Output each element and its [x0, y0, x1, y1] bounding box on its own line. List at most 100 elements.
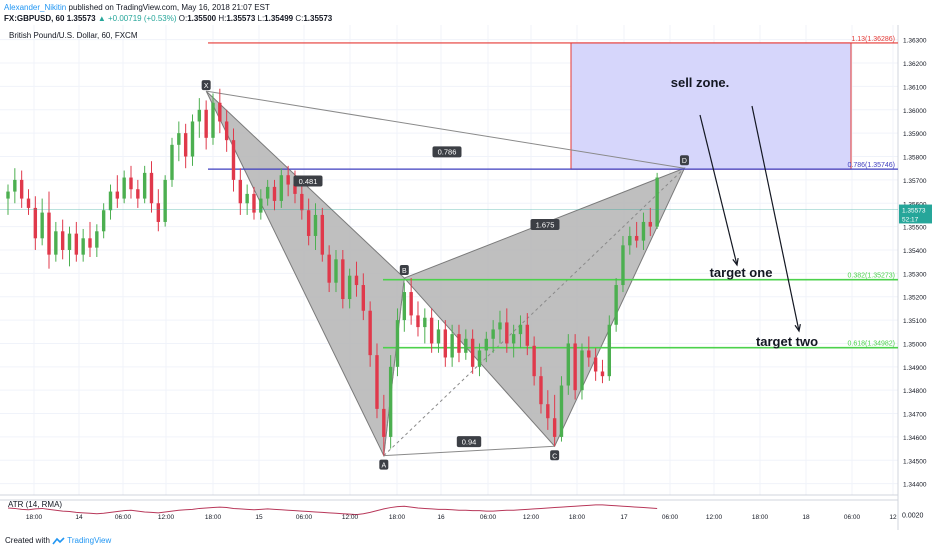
candle-body — [88, 238, 92, 248]
candle-body — [129, 177, 133, 190]
instrument-title: British Pound/U.S. Dollar, 60, FXCM — [9, 31, 138, 40]
candle-body — [457, 334, 461, 353]
ohlc-open-label: O: — [178, 14, 188, 23]
candle-body — [26, 198, 31, 208]
price-tick-label: 1.35500 — [903, 225, 927, 232]
candle-body — [81, 238, 85, 255]
price-chart-svg[interactable]: 1.13(1.36286) 0.786(1.35746) 0.382(1.35273… — [0, 25, 932, 530]
candle-body — [190, 121, 195, 157]
candle-body — [491, 329, 495, 339]
time-tick-label: 06:00 — [844, 514, 861, 521]
price-tick-label: 1.36100 — [903, 84, 927, 91]
arrow-to-target-two — [751, 105, 800, 332]
price-axis[interactable]: 1.36300 1.36200 1.36100 1.36000 1.35900 1.358… — [899, 38, 932, 489]
candle-body — [655, 177, 659, 227]
candle-body — [347, 275, 352, 300]
candle-body — [402, 292, 407, 321]
time-tick-label: 15 — [255, 514, 263, 521]
pattern-point-d: D — [682, 158, 687, 165]
candle-body — [170, 144, 174, 180]
chart-area[interactable]: 1.13(1.36286) 0.786(1.35746) 0.382(1.35273… — [0, 25, 932, 530]
time-tick-label: 18:00 — [752, 514, 769, 521]
candle-body — [539, 376, 543, 405]
time-tick-label: 14 — [75, 514, 83, 521]
time-tick-label: 06:00 — [662, 514, 679, 521]
time-tick-label: 12:00 — [706, 514, 723, 521]
candle-body — [231, 140, 236, 180]
arrow-to-target-two-head — [794, 324, 801, 333]
ohlc-close-label: C: — [295, 14, 304, 23]
candle-body — [60, 231, 65, 250]
ohlc-open-value: 1.35500 — [187, 14, 217, 23]
author-link[interactable]: Alexander_Nikitin — [4, 3, 67, 12]
candle-body — [546, 404, 550, 419]
time-tick-label: 18 — [802, 514, 810, 521]
candle-body — [505, 322, 509, 344]
ratio-badge — [530, 219, 560, 231]
pattern-point-badge — [201, 80, 211, 91]
overlay-layer: X A B C D 0.786 0.481 1.675 0.94 sell zone. target… — [0, 75, 898, 470]
arrow-to-target-one — [699, 114, 738, 266]
price-tick-label: 1.34500 — [903, 458, 927, 465]
candle-body — [238, 179, 243, 204]
ratio-label: 0.481 — [299, 177, 318, 186]
candle-body — [532, 345, 536, 377]
price-tick-label: 1.35200 — [903, 295, 927, 302]
fib-level-label: 1.13(1.36286) — [851, 36, 895, 43]
price-tick-label: 1.35000 — [903, 341, 927, 348]
candle-body — [95, 231, 99, 248]
candle-body — [559, 385, 564, 437]
price-tick-label: 1.34400 — [903, 482, 927, 489]
price-tick-label: 1.35400 — [903, 248, 927, 255]
symbol-info: FX:GBPUSD, 60 1.35573 ▲ +0.00719 (+0.53%… — [4, 13, 332, 24]
candle-body — [566, 343, 571, 386]
price-tick-label: 1.34800 — [903, 388, 927, 395]
candle-body — [6, 191, 10, 199]
atr-label: ATR (14, RMA) — [8, 500, 62, 509]
ohlc-low-label: L: — [257, 14, 265, 23]
candle-body — [354, 275, 359, 286]
price-tick-label: 1.35700 — [903, 178, 927, 185]
candle-body — [423, 317, 427, 328]
candle-body — [498, 322, 502, 330]
candle-body — [286, 175, 290, 185]
target-two-label: target two — [756, 334, 818, 349]
candle-body — [19, 179, 24, 199]
fib-level-label: 0.618(1.34982) — [848, 341, 895, 348]
time-tick-label: 12:00 — [523, 514, 540, 521]
price-badge-label: 52:17 — [902, 216, 919, 223]
time-tick-label: 16 — [437, 514, 445, 521]
fib-level-label: 0.382(1.35273) — [848, 273, 895, 280]
ratio-badge — [456, 436, 482, 448]
candles-layer — [6, 88, 659, 456]
candle-body — [279, 175, 284, 201]
candle-body — [361, 285, 366, 311]
candle-body — [245, 193, 249, 204]
candle-body — [327, 254, 331, 283]
target-one-label: target one — [710, 265, 773, 280]
candle-body — [580, 350, 584, 391]
price-tick-label: 1.35900 — [903, 131, 927, 138]
candle-body — [300, 193, 304, 211]
candle-body — [306, 210, 311, 236]
candle-body — [382, 408, 386, 437]
candle-body — [628, 235, 632, 246]
fib-level-label: 0.786(1.35746) — [848, 162, 895, 169]
price-tick-label: 1.36300 — [903, 38, 927, 45]
candle-body — [265, 186, 270, 199]
candle-body — [74, 233, 79, 255]
candle-body — [142, 172, 147, 199]
ratio-label: 1.675 — [536, 220, 555, 229]
candle-body — [600, 371, 605, 377]
candle-body — [136, 189, 140, 199]
time-tick-label: 06:00 — [480, 514, 497, 521]
sell-zone-box — [570, 42, 852, 170]
candle-body — [33, 207, 38, 239]
candle-body — [40, 212, 44, 239]
tradingview-link[interactable]: TradingView — [67, 536, 112, 545]
time-tick-label: 18:00 — [569, 514, 586, 521]
ohlc-close-value: 1.35573 — [303, 14, 333, 23]
candle-body — [409, 292, 413, 316]
pattern-point-x: X — [204, 83, 209, 90]
time-axis[interactable]: 18:00 14 06:00 12:00 18:00 15 06:00 12:00 18:00 1… — [26, 514, 897, 521]
